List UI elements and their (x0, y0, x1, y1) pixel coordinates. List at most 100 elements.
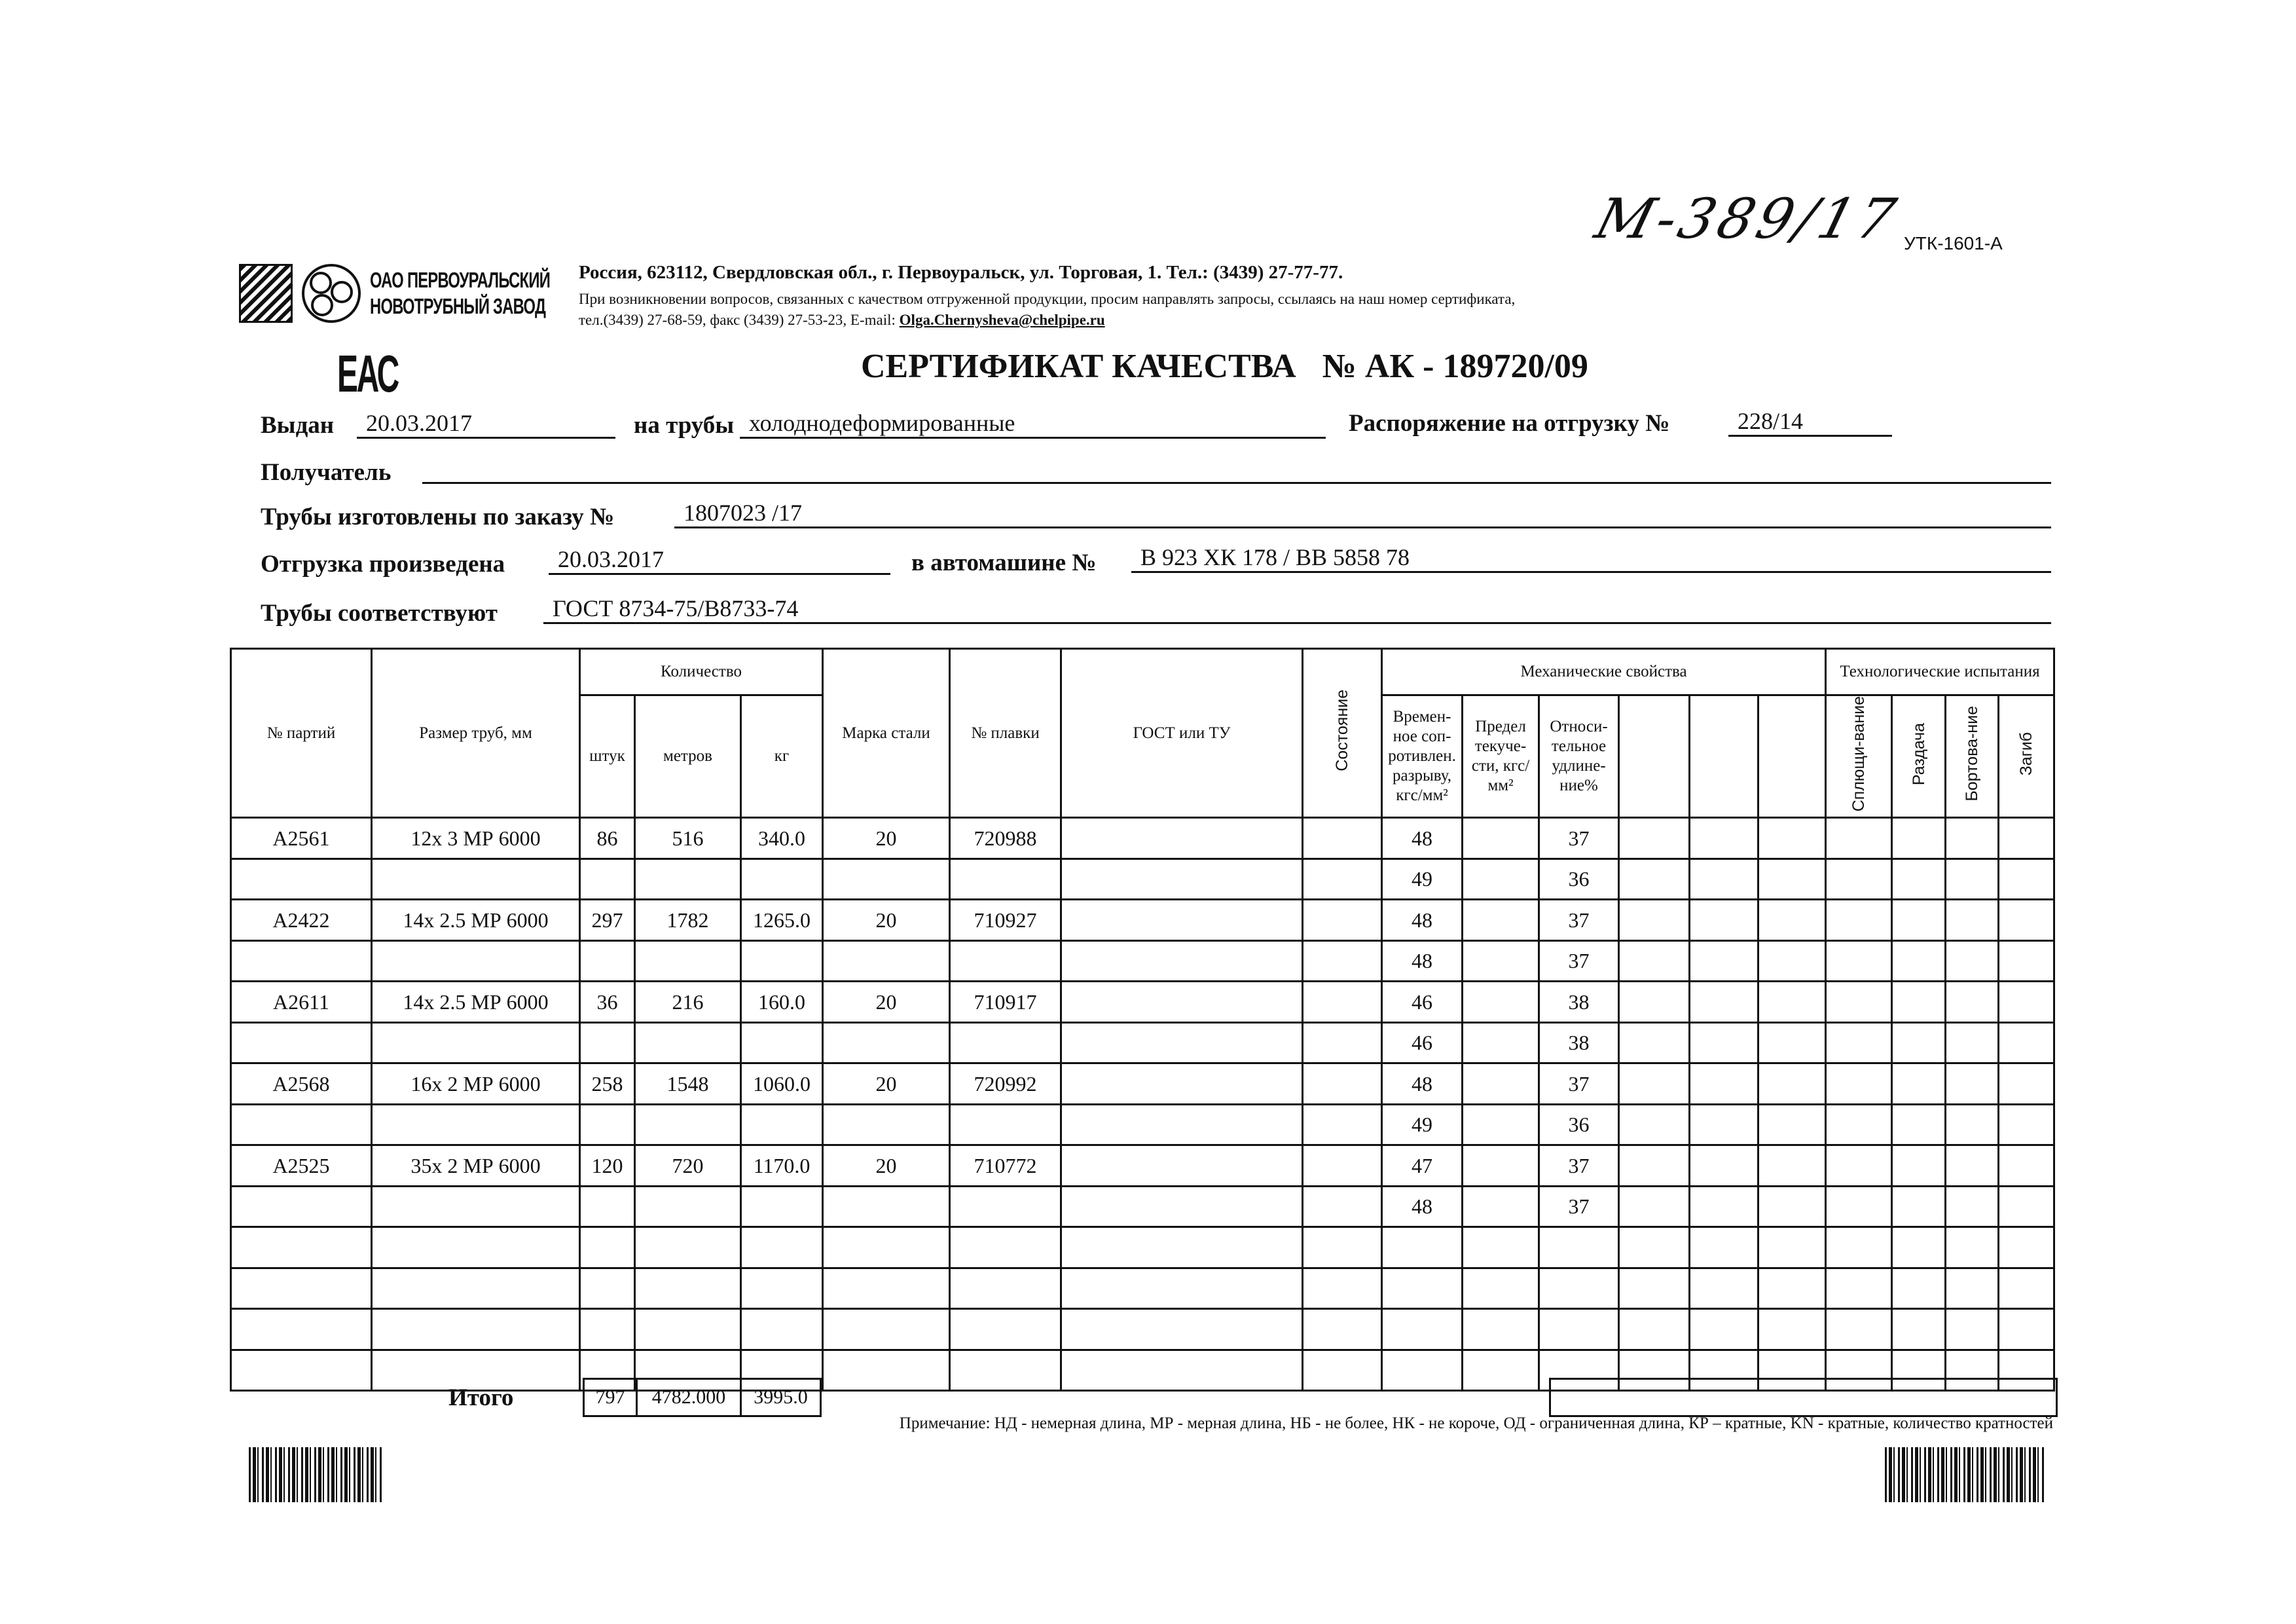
col-elong: Относи-тельное удлине-ние% (1538, 693, 1620, 819)
cell-empty (1688, 939, 1760, 983)
cell-elong: 37 (1538, 1062, 1620, 1105)
cell-elong: 37 (1538, 1185, 1620, 1228)
cell-empty (1997, 1144, 2056, 1187)
cell-steel (822, 1185, 951, 1228)
email-link[interactable]: Olga.Chernysheva@chelpipe.ru (899, 312, 1105, 328)
cell-empty (1302, 1348, 1383, 1392)
cell-tensile (1381, 1308, 1464, 1351)
cell-size (371, 1226, 581, 1269)
cell-batch (230, 1103, 373, 1147)
pipes-label: на трубы (634, 412, 735, 439)
cell-pcs: 36 (579, 980, 636, 1024)
cell-empty (1618, 1348, 1691, 1392)
col-empty (1757, 693, 1827, 819)
cell-empty (1825, 817, 1893, 860)
cell-size: 14х 2.5 МР 6000 (371, 898, 581, 942)
cell-tensile: 48 (1381, 1062, 1464, 1105)
cell-elong: 37 (1538, 898, 1620, 942)
table-row: 48 37 (230, 939, 2056, 983)
cell-empty (1060, 980, 1304, 1024)
cell-empty (1060, 1308, 1304, 1351)
cell-empty (1757, 817, 1827, 860)
table-row: 49 36 (230, 857, 2056, 901)
cell-elong (1538, 1266, 1620, 1310)
quality-table: № партий Размер труб, мм Количество Марк… (230, 647, 2056, 1392)
cell-empty (1997, 939, 2056, 983)
pipes-field: холоднодеформированные (740, 409, 1326, 439)
cell-empty (1060, 1062, 1304, 1105)
cell-steel (822, 939, 951, 983)
cell-meters: 1782 (634, 898, 742, 942)
cell-kg (739, 1348, 824, 1392)
cell-pcs (579, 1348, 636, 1392)
cell-batch (230, 1308, 373, 1351)
cell-empty (1997, 1348, 2056, 1392)
cell-empty (1461, 1348, 1540, 1392)
table-row (230, 1226, 2056, 1269)
cell-empty (1688, 898, 1760, 942)
cell-empty (1302, 980, 1383, 1024)
cell-steel: 20 (822, 1144, 951, 1187)
cell-empty (1060, 898, 1304, 942)
cell-heat (949, 1103, 1063, 1147)
cell-empty (1618, 1103, 1691, 1147)
cell-empty (1944, 1021, 2000, 1065)
cell-empty (1461, 817, 1540, 860)
cell-empty (1891, 1021, 1947, 1065)
cell-empty (1825, 1266, 1893, 1310)
cell-size (371, 857, 581, 901)
handwritten-number: М-389/17 (1588, 187, 1906, 251)
cell-empty (1302, 1062, 1383, 1105)
cell-pcs (579, 1185, 636, 1228)
cell-empty (1944, 1062, 2000, 1105)
cell-heat (949, 939, 1063, 983)
cell-empty (1891, 1226, 1947, 1269)
cell-empty (1618, 1185, 1691, 1228)
cell-empty (1944, 857, 2000, 901)
cell-meters: 720 (634, 1144, 742, 1187)
cell-empty (1618, 1021, 1691, 1065)
cell-empty (1618, 1226, 1691, 1269)
issued-label: Выдан (261, 412, 335, 439)
cell-empty (1891, 939, 1947, 983)
cell-empty (1688, 1021, 1760, 1065)
cell-empty (1944, 1144, 2000, 1187)
cell-size (371, 1185, 581, 1228)
cell-empty (1688, 857, 1760, 901)
cell-meters (634, 1103, 742, 1147)
cell-heat (949, 1021, 1063, 1065)
cell-empty (1302, 1226, 1383, 1269)
cell-elong: 38 (1538, 980, 1620, 1024)
cell-empty (1688, 1103, 1760, 1147)
recipient-field (422, 456, 2051, 484)
col-heat: № плавки (949, 647, 1063, 819)
cell-empty (1461, 898, 1540, 942)
cell-empty (1060, 857, 1304, 901)
cell-empty (1997, 817, 2056, 860)
cell-empty (1461, 1062, 1540, 1105)
cell-meters (634, 939, 742, 983)
cell-empty (1944, 817, 2000, 860)
cell-empty (1891, 1308, 1947, 1351)
cell-empty (1825, 1308, 1893, 1351)
cell-meters: 216 (634, 980, 742, 1024)
cell-kg (739, 1021, 824, 1065)
cell-empty (1997, 1308, 2056, 1351)
cell-empty (1302, 1021, 1383, 1065)
cell-empty (1757, 898, 1827, 942)
cell-empty (1825, 857, 1893, 901)
cell-empty (1891, 1185, 1947, 1228)
vehicle-field: В 923 ХК 178 / ВВ 5858 78 (1131, 544, 2051, 573)
cell-empty (1688, 1308, 1760, 1351)
cell-heat: 720988 (949, 817, 1063, 860)
cell-elong: 37 (1538, 939, 1620, 983)
cell-meters (634, 1266, 742, 1310)
cell-size (371, 1103, 581, 1147)
cell-batch (230, 1185, 373, 1228)
cell-meters (634, 1308, 742, 1351)
cell-empty (1060, 1144, 1304, 1187)
cell-heat: 710917 (949, 980, 1063, 1024)
cell-heat (949, 1308, 1063, 1351)
cell-empty (1757, 939, 1827, 983)
cell-kg: 1170.0 (739, 1144, 824, 1187)
